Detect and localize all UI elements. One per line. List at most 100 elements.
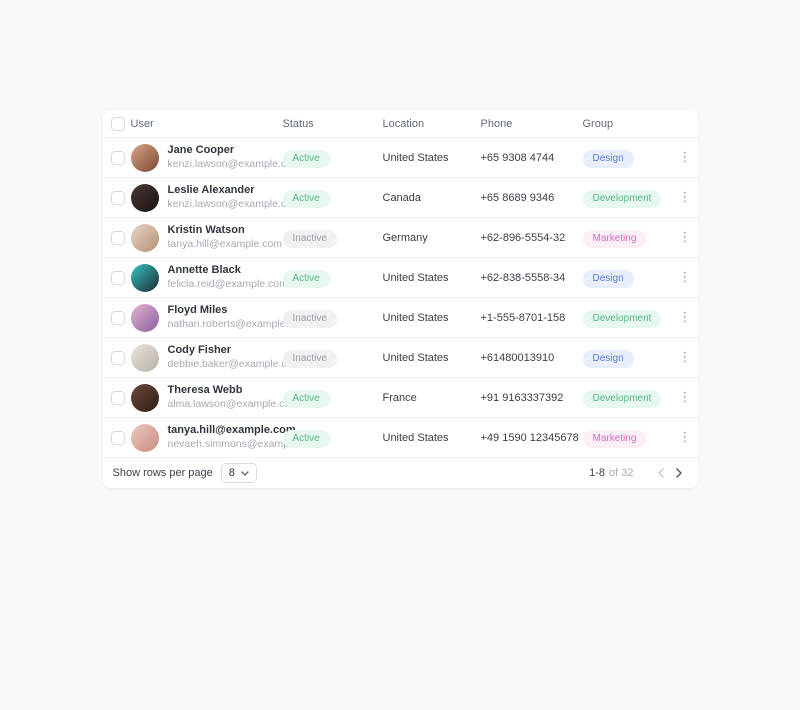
row-checkbox[interactable] <box>110 390 125 405</box>
kebab-icon: ⋮ <box>678 230 692 245</box>
kebab-menu-button[interactable]: ⋮ <box>675 349 696 366</box>
phone-cell: +1-555-8701-158 <box>480 311 566 324</box>
row-checkbox[interactable] <box>110 310 125 325</box>
group-badge: Development <box>582 309 662 328</box>
phone-cell: +61480013910 <box>480 351 555 364</box>
next-page-button[interactable] <box>670 464 688 483</box>
avatar <box>130 263 159 292</box>
rows-per-page-control: Show rows per page 8 <box>113 463 257 483</box>
row-menu-cell: ⋮ <box>675 149 696 166</box>
row-checkbox[interactable] <box>110 430 125 445</box>
pagination-range: 1-8 <box>589 467 606 479</box>
user-email: felicia.reid@example.com <box>167 277 288 290</box>
status-cell: Active <box>282 268 383 288</box>
location-cell: United States <box>382 311 449 324</box>
group-cell: Design <box>582 148 675 168</box>
user-text: Kristin Watson tanya.hill@example.com <box>168 224 283 251</box>
group-badge: Design <box>582 269 634 288</box>
user-email: nevaeh.simmons@example.com <box>167 437 320 450</box>
column-header-phone: Phone <box>480 117 513 130</box>
user-cell: Annette Black felicia.reid@example.com <box>130 263 288 292</box>
user-name: Theresa Webb <box>167 384 243 397</box>
user-email: tanya.hill@example.com <box>167 237 283 250</box>
user-text: Theresa Webb alma.lawson@example.com <box>167 384 299 411</box>
table-row: Kristin Watson tanya.hill@example.com In… <box>102 218 698 258</box>
user-name: Kristin Watson <box>167 224 245 237</box>
user-email: kenzi.lawson@example.com <box>167 197 301 210</box>
user-cell: Jane Cooper kenzi.lawson@example.com <box>130 143 301 172</box>
group-cell: Development <box>582 308 675 328</box>
chevron-left-icon <box>657 466 664 481</box>
status-cell: Active <box>282 428 383 448</box>
status-badge: Active <box>282 269 330 288</box>
group-badge: Design <box>582 149 634 168</box>
phone-cell: +49 1590 12345678 <box>480 431 579 444</box>
group-badge: Marketing <box>582 429 647 448</box>
group-badge: Design <box>582 349 634 368</box>
phone-cell: +91 9163337392 <box>480 391 564 404</box>
avatar <box>130 423 159 452</box>
users-table-card: User Status Location Phone Group Jane Co… <box>102 110 698 488</box>
prev-page-button[interactable] <box>652 464 670 483</box>
location-cell: Canada <box>382 191 422 204</box>
kebab-icon: ⋮ <box>678 190 692 205</box>
row-menu-cell: ⋮ <box>675 269 696 286</box>
chevron-right-icon <box>675 466 682 481</box>
location-cell: United States <box>382 151 449 164</box>
row-checkbox[interactable] <box>110 270 125 285</box>
rows-per-page-value: 8 <box>228 467 235 479</box>
location-cell: Germany <box>382 231 428 244</box>
kebab-icon: ⋮ <box>678 350 692 365</box>
row-checkbox[interactable] <box>110 190 125 205</box>
kebab-menu-button[interactable]: ⋮ <box>675 149 696 166</box>
user-name: tanya.hill@example.com <box>167 424 296 437</box>
user-cell: Floyd Miles nathan.roberts@example.com <box>130 303 309 332</box>
kebab-icon: ⋮ <box>678 310 692 325</box>
header-checkbox-cell <box>110 116 131 131</box>
table-row: Annette Black felicia.reid@example.com A… <box>102 258 698 298</box>
phone-cell: +62-896-5554-32 <box>480 231 566 244</box>
table-header-row: User Status Location Phone Group <box>102 110 698 138</box>
user-text: Cody Fisher debbie.baker@example.com <box>167 344 302 371</box>
user-name: Jane Cooper <box>167 144 235 157</box>
table-row: Theresa Webb alma.lawson@example.com Act… <box>102 378 698 418</box>
kebab-menu-button[interactable]: ⋮ <box>675 269 696 286</box>
group-cell: Marketing <box>582 228 675 248</box>
status-cell: Active <box>282 388 383 408</box>
row-checkbox[interactable] <box>110 350 125 365</box>
avatar <box>130 143 159 172</box>
avatar <box>130 303 159 332</box>
row-checkbox[interactable] <box>110 150 125 165</box>
table-footer: Show rows per page 8 1-8 of 32 <box>102 458 698 488</box>
kebab-menu-button[interactable]: ⋮ <box>675 429 696 446</box>
row-menu-cell: ⋮ <box>675 389 696 406</box>
user-email: alma.lawson@example.com <box>167 397 299 410</box>
group-badge: Marketing <box>582 229 647 248</box>
rows-per-page-select[interactable]: 8 <box>220 463 257 483</box>
user-email: debbie.baker@example.com <box>167 357 302 370</box>
group-cell: Design <box>582 348 675 368</box>
location-cell: United States <box>382 351 449 364</box>
column-header-status: Status <box>282 117 314 130</box>
row-menu-cell: ⋮ <box>675 309 696 326</box>
row-checkbox[interactable] <box>110 230 125 245</box>
phone-cell: +62-838-5558-34 <box>480 271 566 284</box>
user-email: nathan.roberts@example.com <box>167 317 309 330</box>
kebab-menu-button[interactable]: ⋮ <box>675 189 696 206</box>
user-email: kenzi.lawson@example.com <box>167 157 301 170</box>
user-cell: Cody Fisher debbie.baker@example.com <box>130 343 302 372</box>
row-checkbox-cell <box>110 390 131 405</box>
status-cell: Inactive <box>282 228 383 248</box>
phone-cell: +65 9308 4744 <box>480 151 555 164</box>
column-header-location: Location <box>382 117 425 130</box>
user-name: Cody Fisher <box>167 344 232 357</box>
row-checkbox-cell <box>110 350 131 365</box>
user-text: Annette Black felicia.reid@example.com <box>167 264 288 291</box>
status-badge: Active <box>282 189 330 208</box>
select-all-checkbox[interactable] <box>110 116 125 131</box>
user-cell: Theresa Webb alma.lawson@example.com <box>130 383 299 412</box>
row-checkbox-cell <box>110 230 131 245</box>
kebab-menu-button[interactable]: ⋮ <box>675 309 696 326</box>
kebab-menu-button[interactable]: ⋮ <box>675 389 696 406</box>
kebab-menu-button[interactable]: ⋮ <box>675 229 696 246</box>
